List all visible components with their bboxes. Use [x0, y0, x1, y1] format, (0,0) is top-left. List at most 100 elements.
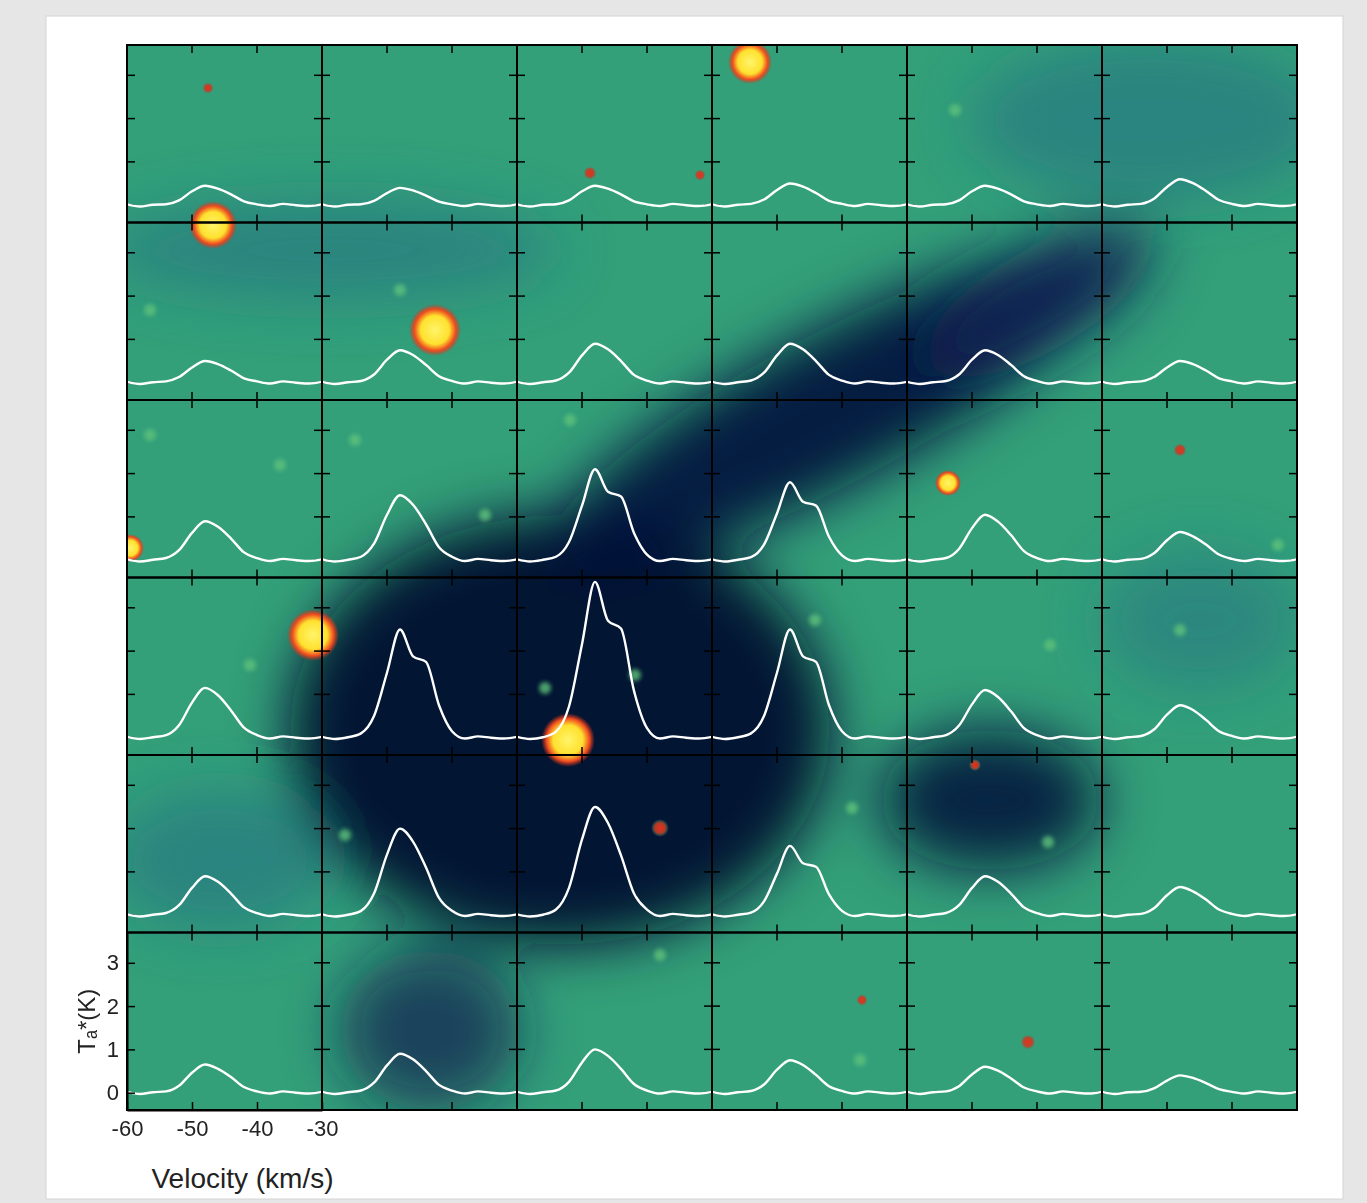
y-tick — [1102, 694, 1110, 696]
y-tick — [1102, 118, 1110, 120]
spectrum — [712, 846, 907, 917]
spectrum — [907, 186, 1102, 207]
x-tick — [1231, 392, 1233, 400]
y-tick-right — [314, 295, 322, 297]
panel-frame — [1102, 933, 1297, 1111]
x-tick — [1231, 1102, 1233, 1110]
ticks — [712, 963, 907, 1110]
x-tick-top — [256, 578, 258, 586]
x-tick-top — [386, 45, 388, 53]
y-tick — [907, 118, 915, 120]
faint-green-source — [274, 459, 286, 471]
y-tick-right — [704, 1049, 712, 1051]
x-tick — [1166, 570, 1168, 578]
x-axis: -60-50-40-30 — [112, 1102, 339, 1141]
plot-area — [127, 688, 322, 739]
spectrum — [517, 582, 712, 739]
y-tick — [517, 1049, 525, 1051]
plot-area — [517, 186, 712, 207]
ticks-top-right — [322, 578, 517, 738]
y-tick — [907, 1005, 915, 1007]
ticks — [517, 963, 712, 1110]
faint-source — [651, 819, 669, 837]
panel-frame — [712, 755, 907, 933]
y-tick — [322, 161, 330, 163]
ticks — [322, 608, 517, 755]
x-tick-top — [191, 933, 193, 941]
y-tick — [322, 828, 330, 830]
y-tick-right — [704, 430, 712, 432]
x-tick — [1036, 1102, 1038, 1110]
panel — [322, 45, 517, 223]
ticks — [322, 785, 517, 932]
y-tick-right — [314, 1049, 322, 1051]
y-tick-right — [1289, 1005, 1297, 1007]
y-tick-right — [899, 1005, 907, 1007]
panel — [517, 933, 712, 1111]
faint-green-source — [1272, 539, 1284, 551]
x-tick-top — [581, 933, 583, 941]
y-tick-right — [314, 1005, 322, 1007]
x-tick-top — [1036, 755, 1038, 763]
y-tick-right — [509, 473, 517, 475]
y-tick — [712, 252, 720, 254]
x-tick — [1166, 747, 1168, 755]
x-tick-top — [1231, 755, 1233, 763]
faint-green-source — [846, 802, 858, 814]
y-tick — [322, 785, 330, 787]
x-tick-label: -30 — [307, 1116, 339, 1141]
x-tick-top — [451, 933, 453, 941]
x-tick-top — [386, 223, 388, 231]
y-tick-right — [1289, 252, 1297, 254]
ticks-top-right — [1102, 45, 1297, 205]
x-tick — [386, 747, 388, 755]
spectrum — [712, 344, 907, 384]
spectrum — [1102, 361, 1297, 384]
ticks-top-right — [127, 755, 322, 915]
panel-frame — [907, 755, 1102, 933]
y-tick-right — [509, 339, 517, 341]
spectrum — [517, 469, 712, 561]
x-tick-top — [256, 223, 258, 231]
panel-frame — [1102, 223, 1297, 401]
x-tick — [1231, 747, 1233, 755]
dark-region — [127, 790, 330, 930]
y-axis-title: Tₐ*(K) — [73, 989, 100, 1054]
panel-frame — [517, 45, 712, 223]
x-tick-top — [386, 933, 388, 941]
y-tick — [907, 75, 915, 77]
y-tick-right — [1094, 339, 1102, 341]
y-tick — [1102, 607, 1110, 609]
y-tick-right — [1289, 785, 1297, 787]
y-tick-right — [1289, 650, 1297, 652]
panel-frame — [517, 755, 712, 933]
faint-green-source — [809, 614, 821, 626]
plot-area — [712, 344, 907, 384]
ticks — [907, 963, 1102, 1110]
plot-area — [127, 876, 322, 916]
y-tick-right — [1289, 430, 1297, 432]
plot-area — [517, 344, 712, 384]
x-tick — [646, 1102, 648, 1110]
plot-area — [907, 515, 1102, 562]
y-tick — [517, 473, 525, 475]
y-tick — [322, 1049, 330, 1051]
ticks — [127, 253, 322, 400]
y-tick-right — [704, 516, 712, 518]
y-tick-right — [509, 1005, 517, 1007]
y-tick-right — [704, 785, 712, 787]
y-tick — [907, 161, 915, 163]
y-tick-right — [899, 962, 907, 964]
panel-frame — [907, 400, 1102, 578]
x-tick-top — [1166, 223, 1168, 231]
dark-region — [970, 45, 1297, 200]
plot-area — [127, 361, 322, 384]
y-tick-right — [1289, 516, 1297, 518]
spectrum — [127, 1065, 322, 1094]
y-tick-right — [899, 828, 907, 830]
x-tick-top — [256, 755, 258, 763]
y-tick-right — [509, 694, 517, 696]
plot-area — [907, 186, 1102, 207]
y-tick-right — [314, 607, 322, 609]
panel — [907, 223, 1102, 401]
